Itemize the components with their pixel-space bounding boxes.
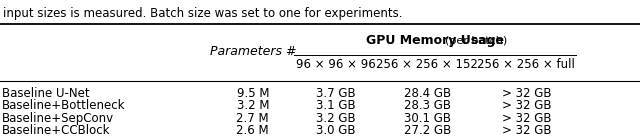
Text: > 32 GB: > 32 GB — [502, 124, 551, 136]
Text: 30.1 GB: 30.1 GB — [404, 112, 451, 125]
Text: 256 × 256 × 152: 256 × 256 × 152 — [376, 58, 478, 71]
Text: Parameters #: Parameters # — [209, 45, 296, 58]
Text: Baseline+Bottleneck: Baseline+Bottleneck — [2, 99, 125, 112]
Text: 27.2 GB: 27.2 GB — [404, 124, 451, 136]
Text: input sizes is measured. Batch size was set to one for experiments.: input sizes is measured. Batch size was … — [3, 7, 403, 20]
Text: Baseline+CCBlock: Baseline+CCBlock — [2, 124, 111, 136]
Text: 3.0 GB: 3.0 GB — [316, 124, 356, 136]
Text: 3.1 GB: 3.1 GB — [316, 99, 356, 112]
Text: (per batch): (per batch) — [438, 36, 508, 46]
Text: Baseline+SepConv: Baseline+SepConv — [2, 112, 114, 125]
Text: 3.2 M: 3.2 M — [237, 99, 269, 112]
Text: > 32 GB: > 32 GB — [502, 87, 551, 100]
Text: 256 × 256 × full: 256 × 256 × full — [477, 58, 575, 71]
Text: GPU Memory Usage: GPU Memory Usage — [366, 34, 504, 47]
Text: 28.3 GB: 28.3 GB — [404, 99, 451, 112]
Text: 2.7 M: 2.7 M — [237, 112, 269, 125]
Text: 2.6 M: 2.6 M — [237, 124, 269, 136]
Text: 9.5 M: 9.5 M — [237, 87, 269, 100]
Text: 28.4 GB: 28.4 GB — [404, 87, 451, 100]
Text: > 32 GB: > 32 GB — [502, 99, 551, 112]
Text: 3.7 GB: 3.7 GB — [316, 87, 356, 100]
Text: Baseline U-Net: Baseline U-Net — [2, 87, 90, 100]
Text: 96 × 96 × 96: 96 × 96 × 96 — [296, 58, 376, 71]
Text: > 32 GB: > 32 GB — [502, 112, 551, 125]
Text: 3.2 GB: 3.2 GB — [316, 112, 356, 125]
